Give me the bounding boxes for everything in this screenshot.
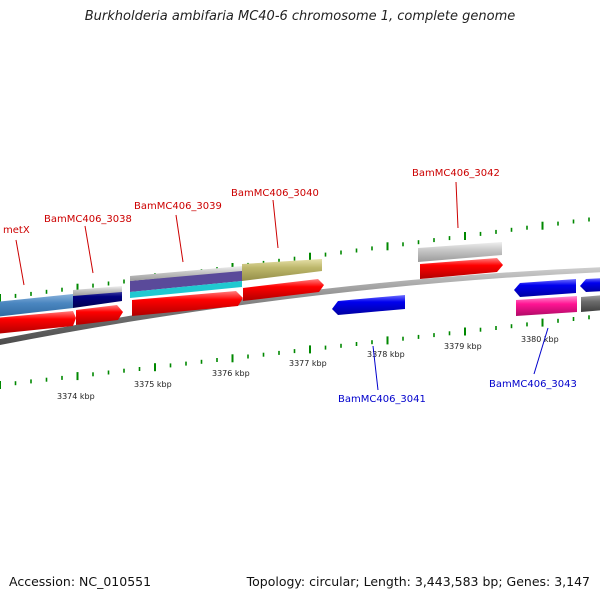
feature-bar-lightgrey[interactable]	[418, 242, 502, 262]
feature-row-upper	[0, 242, 502, 317]
gene-label-BamMC406_3043[interactable]: BamMC406_3043	[489, 379, 577, 390]
accession-text: Accession: NC_010551	[9, 574, 152, 589]
feature-bar-steelblue[interactable]	[0, 294, 73, 317]
cds-arrow-forward[interactable]	[0, 311, 76, 334]
kbp-label: 3378 kbp	[367, 350, 405, 359]
gene-label-BamMC406_3042[interactable]: BamMC406_3042	[412, 168, 500, 179]
feature-bar-cyan[interactable]	[130, 281, 242, 298]
cds-row-forward	[0, 258, 503, 334]
cds-arrow-reverse[interactable]	[332, 295, 405, 315]
cds-arrow-forward[interactable]	[420, 258, 503, 279]
map-title: Burkholderia ambifaria MC40-6 chromosome…	[84, 9, 516, 24]
cds-arrow-reverse[interactable]	[580, 278, 600, 292]
feature-bar-pink[interactable]	[516, 296, 577, 316]
kbp-label: 3380 kbp	[521, 335, 559, 344]
kbp-label: 3379 kbp	[444, 342, 482, 351]
gene-label-BamMC406_3038[interactable]: BamMC406_3038	[44, 214, 132, 225]
gene-label-BamMC406_3039[interactable]: BamMC406_3039	[134, 201, 222, 212]
genome-backbone	[0, 267, 600, 346]
lower-tick-row	[0, 315, 590, 389]
gene-label-metX[interactable]: metX	[3, 225, 30, 236]
feature-bar-grey[interactable]	[73, 286, 122, 296]
feature-bar-purple[interactable]	[130, 270, 242, 292]
gene-label-BamMC406_3041[interactable]: BamMC406_3041	[338, 394, 426, 405]
cds-arrow-forward[interactable]	[76, 305, 123, 325]
kbp-label: 3374 kbp	[57, 392, 95, 401]
feature-bar-slate[interactable]	[130, 266, 242, 281]
cds-arrow-reverse[interactable]	[514, 279, 576, 297]
kbp-label: 3377 kbp	[289, 359, 327, 368]
cds-row-reverse	[332, 278, 600, 316]
label-leaders	[15, 181, 549, 391]
genome-summary: Topology: circular; Length: 3,443,583 bp…	[246, 574, 590, 589]
feature-bar-khaki[interactable]	[242, 259, 322, 281]
kbp-label: 3376 kbp	[212, 369, 250, 378]
kbp-label: 3375 kbp	[134, 380, 172, 389]
cds-arrow-forward[interactable]	[132, 291, 243, 316]
cds-arrow-forward[interactable]	[243, 279, 324, 301]
feature-bar-darkgrey[interactable]	[581, 295, 600, 312]
gene-label-BamMC406_3040[interactable]: BamMC406_3040	[231, 188, 319, 199]
